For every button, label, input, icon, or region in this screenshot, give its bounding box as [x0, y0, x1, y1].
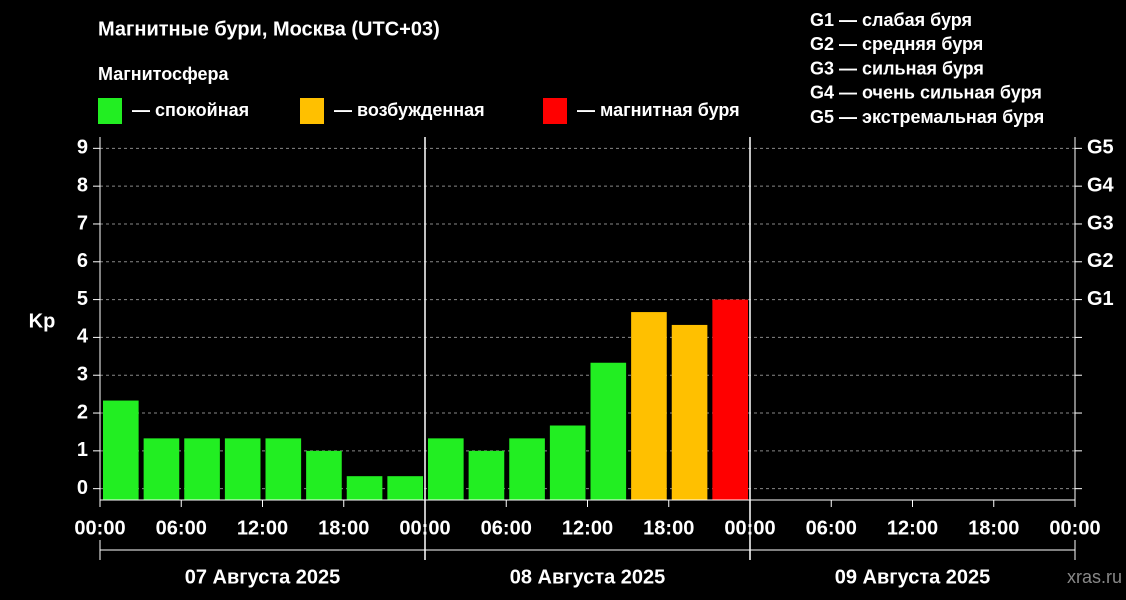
x-tick-label: 18:00	[643, 517, 694, 539]
x-tick-label: 18:00	[968, 517, 1019, 539]
chart-title: Магнитные бури, Москва (UTC+03)	[98, 18, 440, 40]
bar	[184, 438, 220, 500]
bar	[103, 400, 139, 500]
bar	[428, 438, 464, 500]
y2-tick-label: G3	[1087, 212, 1114, 234]
bar	[224, 438, 261, 500]
y2-tick-label: G1	[1087, 288, 1114, 310]
x-tick-label: 00:00	[399, 517, 450, 539]
bar	[387, 476, 423, 500]
watermark: xras.ru	[1067, 567, 1122, 587]
day-label: 09 Августа 2025	[835, 566, 991, 588]
legend-label: — возбужденная	[334, 100, 485, 120]
y-tick-label: 7	[77, 212, 88, 234]
bar	[468, 450, 505, 500]
x-tick-label: 00:00	[724, 517, 775, 539]
y-tick-label: 6	[77, 250, 88, 272]
y-tick-label: 8	[77, 174, 88, 196]
bar	[265, 438, 302, 500]
legend-swatch	[98, 98, 122, 124]
day-label: 07 Августа 2025	[185, 566, 341, 588]
x-tick-label: 18:00	[318, 517, 369, 539]
storm-level: G4 — очень сильная буря	[810, 83, 1042, 103]
chart-subtitle: Магнитосфера	[98, 64, 230, 84]
y-tick-label: 1	[77, 439, 88, 461]
bar	[712, 299, 748, 500]
y-tick-label: 4	[77, 326, 89, 348]
y-tick-label: 3	[77, 364, 88, 386]
legend-swatch	[300, 98, 324, 124]
legend-swatch	[543, 98, 567, 124]
bar	[306, 450, 342, 500]
x-tick-label: 06:00	[481, 517, 532, 539]
x-tick-label: 06:00	[806, 517, 857, 539]
legend-label: — спокойная	[132, 100, 249, 120]
bar	[549, 425, 586, 500]
storm-level: G1 — слабая буря	[810, 10, 972, 30]
y-tick-label: 2	[77, 401, 88, 423]
y-axis-label: Kp	[29, 310, 56, 332]
y2-tick-label: G2	[1087, 250, 1114, 272]
x-tick-label: 00:00	[1049, 517, 1100, 539]
storm-level: G2 — средняя буря	[810, 34, 983, 54]
x-tick-label: 06:00	[156, 517, 207, 539]
bar	[671, 324, 708, 500]
storm-level: G5 — экстремальная буря	[810, 107, 1044, 127]
y-tick-label: 9	[77, 137, 88, 159]
y2-tick-label: G4	[1087, 174, 1115, 196]
y-tick-label: 5	[77, 288, 88, 310]
y-tick-label: 0	[77, 477, 88, 499]
legend-label: — магнитная буря	[577, 100, 740, 120]
bar	[346, 476, 383, 500]
day-label: 08 Августа 2025	[510, 566, 666, 588]
bar	[509, 438, 545, 500]
storm-level: G3 — сильная буря	[810, 58, 984, 78]
bar	[143, 438, 180, 500]
bar	[590, 362, 627, 500]
x-tick-label: 12:00	[237, 517, 288, 539]
x-tick-label: 00:00	[74, 517, 125, 539]
x-tick-label: 12:00	[887, 517, 938, 539]
y2-tick-label: G5	[1087, 137, 1114, 159]
x-tick-label: 12:00	[562, 517, 613, 539]
bar	[631, 312, 667, 500]
